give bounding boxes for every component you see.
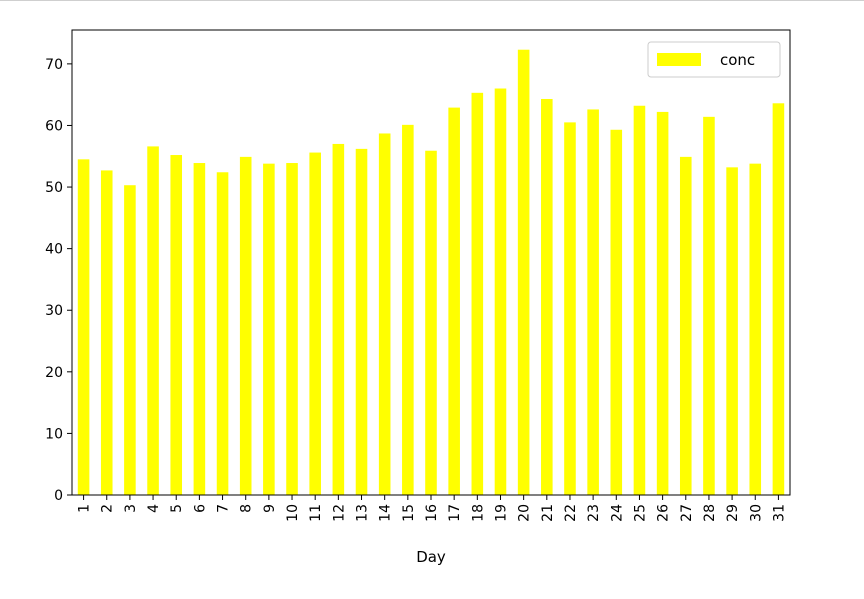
bar-day-30 <box>749 163 762 495</box>
bar-day-5 <box>170 155 183 495</box>
x-tick-label-30: 30 <box>748 504 764 522</box>
x-tick-label-6: 6 <box>192 504 208 513</box>
x-tick-label-21: 21 <box>540 504 556 522</box>
bar-day-25 <box>633 105 646 495</box>
bar-day-18 <box>471 92 484 495</box>
x-tick-label-12: 12 <box>331 504 347 522</box>
bar-day-27 <box>679 156 692 495</box>
bar-day-15 <box>402 124 414 495</box>
x-tick-label-5: 5 <box>169 504 185 513</box>
bar-day-28 <box>703 116 715 495</box>
x-tick-label-18: 18 <box>470 504 486 522</box>
x-tick-label-24: 24 <box>609 504 625 522</box>
x-tick-label-25: 25 <box>632 504 648 522</box>
bar-day-4 <box>147 146 159 495</box>
bar-day-11 <box>309 152 321 495</box>
bar-day-29 <box>726 167 738 495</box>
x-tick-label-17: 17 <box>447 504 463 522</box>
x-tick-label-4: 4 <box>146 504 162 513</box>
legend-box <box>647 41 781 78</box>
bars-group <box>77 49 785 496</box>
y-tick-label: 60 <box>45 118 63 134</box>
x-tick-label-9: 9 <box>262 504 278 513</box>
x-tick-label-2: 2 <box>100 504 116 513</box>
x-tick-label-7: 7 <box>216 504 232 513</box>
y-axis: 0 10 20 30 40 50 60 70 <box>45 57 72 504</box>
y-tick-label: 20 <box>45 365 63 381</box>
bar-day-3 <box>124 185 136 495</box>
bar-day-26 <box>656 111 669 495</box>
bar-day-14 <box>378 133 391 495</box>
x-tick-label-10: 10 <box>285 504 301 522</box>
legend-label-conc: conc <box>720 51 755 69</box>
output-divider <box>0 0 864 1</box>
bar-day-17 <box>448 107 460 495</box>
x-tick-label-23: 23 <box>586 504 602 522</box>
y-tick-label: 10 <box>45 426 63 442</box>
bar-day-7 <box>216 172 229 495</box>
bar-day-8 <box>239 156 252 495</box>
x-tick-label-31: 31 <box>771 504 787 522</box>
x-tick-label-29: 29 <box>725 504 741 522</box>
y-tick-label: 0 <box>54 488 63 504</box>
x-tick-label-13: 13 <box>355 504 371 522</box>
x-tick-label-28: 28 <box>702 504 718 522</box>
x-axis-label: Day <box>416 548 446 566</box>
x-tick-label-16: 16 <box>424 504 440 522</box>
bar-day-21 <box>541 98 553 495</box>
x-tick-label-20: 20 <box>517 504 533 522</box>
bar-day-22 <box>564 122 576 495</box>
bar-day-6 <box>193 163 206 495</box>
x-tick-label-22: 22 <box>563 504 579 522</box>
x-tick-label-27: 27 <box>679 504 695 522</box>
bar-day-20 <box>517 49 530 496</box>
y-tick-label: 40 <box>45 242 63 258</box>
y-tick-label: 70 <box>45 57 63 73</box>
bar-day-12 <box>332 143 345 495</box>
bar-day-24 <box>610 129 623 495</box>
x-tick-label-14: 14 <box>378 504 394 522</box>
x-tick-label-8: 8 <box>239 504 255 513</box>
x-tick-label-15: 15 <box>401 504 417 522</box>
x-tick-label-3: 3 <box>123 504 139 513</box>
bar-day-13 <box>355 148 368 495</box>
bar-day-31 <box>772 103 785 495</box>
legend: conc <box>647 41 781 78</box>
x-tick-label-19: 19 <box>493 504 509 522</box>
legend-swatch-conc <box>657 53 701 66</box>
x-tick-label-11: 11 <box>308 504 324 522</box>
bar-day-10 <box>286 163 298 495</box>
bar-day-19 <box>494 88 507 495</box>
x-tick-label-1: 1 <box>77 504 93 513</box>
bar-day-16 <box>425 150 437 495</box>
bar-day-9 <box>263 163 275 495</box>
bar-day-23 <box>587 109 599 495</box>
y-tick-label: 50 <box>45 180 63 196</box>
x-tick-label-26: 26 <box>656 504 672 522</box>
x-axis: 1 2 3 4 5 6 7 8 9 10 11 12 13 14 15 16 17 18 19 20 21 22 23 24 2… <box>77 495 787 522</box>
bar-day-1 <box>77 159 90 495</box>
bar-day-2 <box>100 170 113 496</box>
y-tick-label: 30 <box>45 303 63 319</box>
